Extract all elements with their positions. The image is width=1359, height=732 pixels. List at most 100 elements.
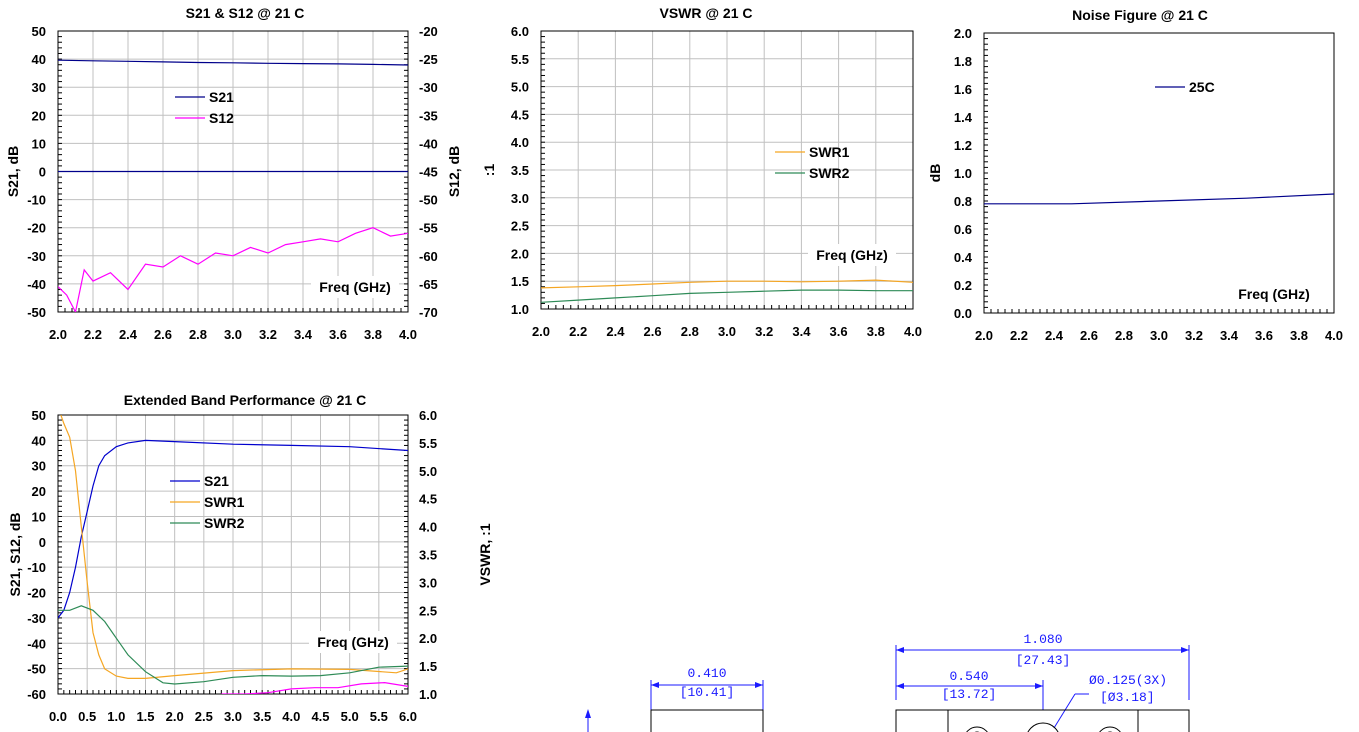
y-tick-label: -40 [27, 277, 46, 292]
legend-label: SWR2 [204, 515, 245, 531]
y-tick-label: 2.0 [954, 26, 972, 41]
hole-callout: Ø0.125(3X) [1089, 673, 1167, 688]
top-view-outline [895, 709, 1190, 732]
x-tick-label: 2.0 [49, 327, 67, 342]
y2-tick-label: 2.5 [419, 603, 437, 618]
annotation-bg [311, 276, 399, 298]
x-tick-label: 3.8 [364, 327, 382, 342]
y-tick-label: 10 [32, 509, 46, 524]
x-tick-label: 6.0 [399, 709, 417, 724]
y2-tick-label: 4.5 [419, 492, 437, 507]
leader-line [1053, 693, 1076, 729]
x-tick-label: 3.8 [867, 324, 885, 339]
x-tick-label: 4.0 [904, 324, 922, 339]
series-line-s12 [58, 227, 408, 312]
legend-label: SWR1 [204, 494, 245, 510]
x-tick-label: 2.2 [1010, 328, 1028, 343]
x-tick-label: 2.8 [189, 327, 207, 342]
annotation-bg [309, 631, 397, 653]
y-tick-label: 50 [32, 24, 46, 39]
y2-axis-label: S12, dB [446, 146, 462, 197]
x-tick-label: 3.0 [224, 327, 242, 342]
y-axis-label: dB [927, 164, 943, 183]
y-tick-label: -10 [27, 193, 46, 208]
y2-tick-label: -45 [419, 165, 438, 180]
y-tick-label: 2.0 [511, 246, 529, 261]
dim-arrowhead [896, 683, 904, 689]
series-line-swr1 [60, 415, 408, 680]
x-tick-label: 4.0 [399, 327, 417, 342]
x-tick-label: 2.6 [154, 327, 172, 342]
y-tick-label: 5.0 [511, 80, 529, 95]
x-tick-label: 5.0 [341, 709, 359, 724]
series-line-swr2 [58, 605, 408, 685]
y-tick-label: 1.8 [954, 54, 972, 69]
x-tick-label: 3.4 [792, 324, 811, 339]
plot-frame [983, 32, 1335, 314]
freq-annotation: Freq (GHz) [319, 279, 391, 295]
y2-tick-label: 3.0 [419, 575, 437, 590]
y2-tick-label: -65 [419, 277, 438, 292]
y-tick-label: 40 [32, 433, 46, 448]
chart-s21s12: S21 & S12 @ 21 C 2.0 2.2 2.4 2.6 2.8 3.0 3.2 3.4… [5, 5, 462, 342]
y-tick-label: -50 [27, 305, 46, 320]
y2-tick-label: 2.0 [419, 631, 437, 646]
series-line-s12 [221, 681, 408, 694]
mechanical-outline-drawing: 1.080 [27.43] 0.540 [13.72] Ø0.125(3X) [Ø3.18… [585, 632, 1190, 732]
legend-label: S12 [209, 110, 234, 126]
x-tick-label: 2.8 [681, 324, 699, 339]
y2-tick-label: -30 [419, 80, 438, 95]
dim-arrowhead [1035, 683, 1043, 689]
dim-arrowhead [1181, 647, 1189, 653]
y-tick-label: -30 [27, 249, 46, 264]
y-tick-label: 30 [32, 459, 46, 474]
x-tick-label: 2.2 [569, 324, 587, 339]
dim-arrowhead [651, 682, 659, 688]
freq-annotation: Freq (GHz) [816, 247, 888, 263]
y-tick-label: 0 [39, 535, 46, 550]
dim-1080-inch: 1.080 [1023, 632, 1062, 647]
x-tick-label: 2.6 [644, 324, 662, 339]
x-tick-label: 2.0 [975, 328, 993, 343]
y2-tick-label: -25 [419, 52, 438, 67]
dim-arrowhead [896, 647, 904, 653]
y2-tick-label: -55 [419, 221, 438, 236]
chart-title: VSWR @ 21 C [659, 5, 752, 21]
y2-tick-label: -70 [419, 305, 438, 320]
series-line-25c [984, 193, 1334, 205]
y-tick-label: 1.6 [954, 82, 972, 97]
y-tick-label: 50 [32, 408, 46, 423]
x-tick-label: 2.4 [1045, 328, 1064, 343]
y2-tick-label: -60 [419, 249, 438, 264]
freq-annotation: Freq (GHz) [1238, 286, 1310, 302]
y2-tick-label: -40 [419, 136, 438, 151]
x-tick-label: 2.2 [84, 327, 102, 342]
dim-arrowhead [585, 709, 591, 718]
y2-tick-label: 5.5 [419, 436, 437, 451]
y2-tick-label: -50 [419, 193, 438, 208]
y-tick-label: -30 [27, 611, 46, 626]
x-tick-label: 3.2 [1185, 328, 1203, 343]
y2-tick-label: -20 [419, 24, 438, 39]
y-tick-label: 0.8 [954, 194, 972, 209]
x-tick-label: 3.0 [224, 709, 242, 724]
y-tick-label: 40 [32, 52, 46, 67]
y-axis-label: :1 [481, 164, 497, 177]
x-tick-label: 3.6 [1255, 328, 1273, 343]
chart-ext: Extended Band Performance @ 21 C 0.0 0.5 1.… [7, 392, 493, 724]
y-tick-label: 1.5 [511, 274, 529, 289]
x-tick-label: 2.0 [166, 709, 184, 724]
y2-tick-label: 4.0 [419, 520, 437, 535]
y-tick-label: -10 [27, 560, 46, 575]
legend-label: S21 [209, 89, 234, 105]
y-tick-label: 1.0 [511, 302, 529, 317]
mounting-hole [1027, 722, 1059, 732]
x-tick-label: 2.4 [606, 324, 625, 339]
x-tick-label: 1.5 [136, 709, 154, 724]
y2-tick-label: 1.5 [419, 659, 437, 674]
side-view-outline [650, 709, 764, 732]
y2-axis-label: VSWR, :1 [477, 523, 493, 585]
chart-vswr: VSWR @ 21 C 2.0 2.2 2.4 2.6 2.8 3.0 3.2 3.4 3.6 3.… [481, 5, 922, 339]
legend-label: S21 [204, 473, 229, 489]
